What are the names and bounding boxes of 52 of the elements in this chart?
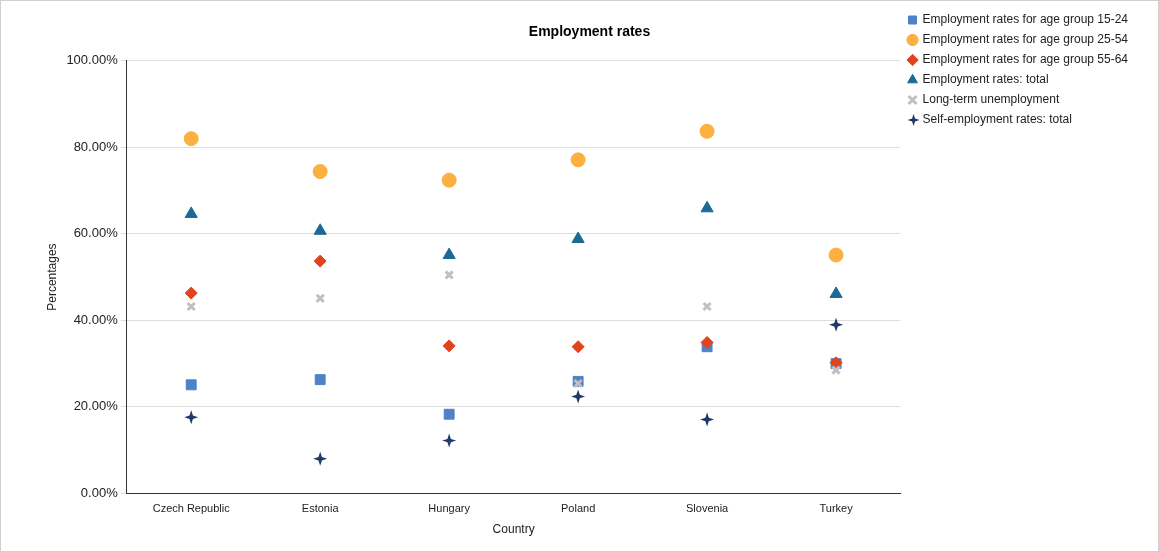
x-tick-label: Hungary [428, 502, 471, 515]
y-tick-label: 100.00% [66, 52, 119, 68]
point [314, 374, 326, 386]
point [571, 340, 585, 354]
y-axis-title: Percentages [44, 243, 59, 311]
y-tick-label: 40.00% [73, 311, 119, 327]
x-tick-label: Slovenia [685, 502, 730, 515]
legend-label: Employment rates for age group 25-54 [922, 32, 1129, 47]
legend-label: Employment rates for age group 55-64 [922, 52, 1129, 67]
x-tick-label: Czech Republic [152, 502, 231, 515]
point [312, 164, 328, 180]
point [313, 254, 327, 268]
legend-label: Self-employment rates: total [922, 112, 1072, 127]
legend-label: Employment rates: total [922, 72, 1049, 87]
point [313, 223, 327, 235]
point [571, 231, 585, 244]
x-axis-title: Country [492, 522, 535, 537]
point [184, 410, 199, 425]
point [700, 335, 714, 349]
point [184, 286, 198, 300]
y-tick-label: 80.00% [73, 138, 119, 154]
point [571, 389, 586, 404]
point [442, 339, 456, 353]
point [186, 301, 197, 312]
point [442, 247, 456, 260]
x-tick-label: Turkey [819, 502, 854, 515]
point [442, 433, 457, 448]
point [829, 286, 843, 298]
point [444, 269, 455, 280]
point [828, 247, 844, 263]
point [183, 131, 199, 147]
y-tick-label: 0.00% [80, 484, 119, 500]
legend-label: Long-term unemployment [922, 92, 1060, 107]
point [570, 152, 586, 168]
point [184, 206, 198, 218]
point [831, 365, 842, 376]
legend-label: Employment rates for age group 15-24 [922, 12, 1129, 27]
point [699, 123, 715, 139]
point [313, 451, 328, 466]
x-tick-label: Poland [560, 502, 596, 515]
point [441, 172, 457, 188]
point [700, 412, 715, 427]
chart-title: Employment rates [528, 23, 651, 40]
point [443, 408, 455, 420]
point [829, 317, 844, 332]
point [185, 379, 197, 391]
y-tick-label: 20.00% [73, 398, 119, 414]
point [702, 301, 713, 312]
point [700, 200, 714, 213]
y-tick-label: 60.00% [73, 225, 119, 241]
point [315, 293, 326, 304]
x-tick-label: Estonia [301, 502, 340, 515]
